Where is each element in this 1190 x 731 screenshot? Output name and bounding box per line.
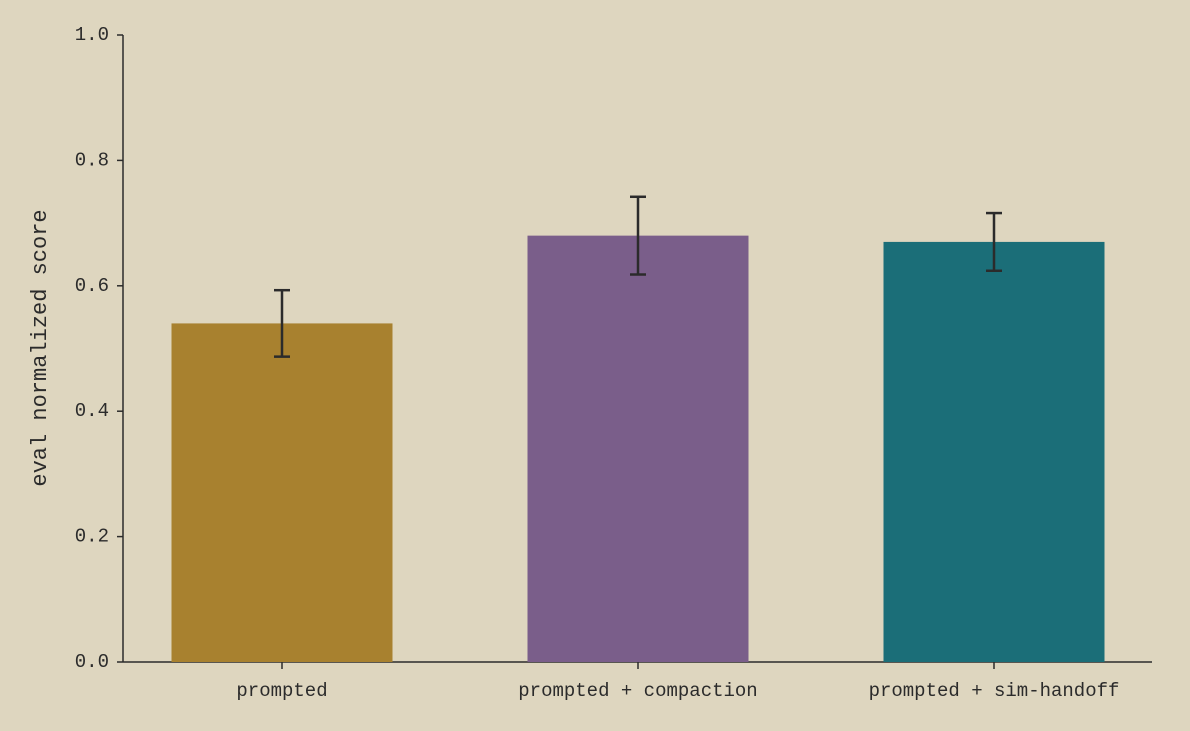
y-axis-label: eval normalized score bbox=[28, 209, 53, 486]
bar bbox=[527, 235, 749, 662]
x-tick-label: prompted + compaction bbox=[518, 680, 757, 702]
x-tick-label: prompted bbox=[236, 680, 327, 702]
bar bbox=[883, 241, 1105, 662]
y-tick-label: 0.0 bbox=[75, 651, 109, 673]
y-tick-label: 1.0 bbox=[75, 24, 109, 46]
y-tick-label: 0.6 bbox=[75, 275, 109, 297]
y-tick-label: 0.8 bbox=[75, 149, 109, 171]
y-tick-label: 0.4 bbox=[75, 400, 109, 422]
y-tick-label: 0.2 bbox=[75, 526, 109, 548]
x-tick-label: prompted + sim-handoff bbox=[869, 680, 1120, 702]
bar bbox=[171, 323, 393, 662]
